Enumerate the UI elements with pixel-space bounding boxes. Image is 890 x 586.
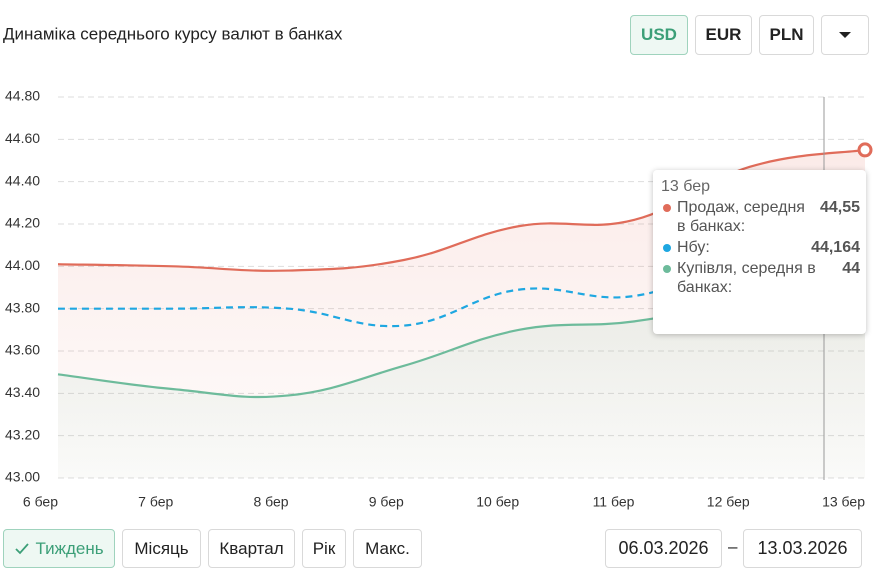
y-tick-label: 43.00 [5, 469, 40, 485]
period-button[interactable]: Квартал [208, 529, 295, 568]
x-tick-label: 13 бер [822, 494, 865, 510]
x-tick-label: 12 бер [707, 494, 750, 510]
y-tick-label: 43.80 [5, 299, 40, 315]
hover-marker [857, 142, 873, 158]
chart-title: Динаміка середнього курсу валют в банках [3, 24, 343, 43]
tooltip-dot [663, 265, 671, 273]
tooltip-title: 13 бер [661, 178, 711, 195]
period-button[interactable]: Рік [302, 529, 346, 568]
x-tick-label: 8 бер [253, 494, 288, 510]
tooltip-label: Купівля, середня в банках: [677, 260, 816, 296]
x-tick-label: 10 бер [476, 494, 519, 510]
y-tick-label: 44.40 [5, 172, 40, 188]
tooltip-label: Продаж, середня в банках: [677, 199, 805, 235]
period-button[interactable]: Місяць [122, 529, 201, 568]
x-tick-label: 11 бер [593, 494, 635, 510]
tooltip-dot [663, 204, 671, 212]
y-tick-label: 43.20 [5, 426, 40, 442]
y-tick-label: 44.80 [5, 88, 40, 104]
y-tick-label: 44.00 [5, 257, 40, 273]
date-to-input[interactable]: 13.03.2026 [743, 529, 862, 568]
x-tick-label: 9 бер [369, 494, 404, 510]
x-tick-label: 7 бер [138, 494, 173, 510]
period-button[interactable]: Тиждень [3, 529, 115, 568]
currency-dropdown[interactable] [821, 15, 869, 55]
tooltip-value: 44,164 [811, 239, 860, 256]
date-from-input[interactable]: 06.03.2026 [605, 529, 722, 568]
y-tick-label: 44.20 [5, 215, 40, 231]
y-tick-label: 43.60 [5, 342, 40, 358]
check-icon [15, 542, 30, 554]
currency-button[interactable]: USD [630, 15, 688, 55]
tooltip-value: 44 [842, 260, 860, 277]
date-separator: – [728, 537, 738, 556]
caret-icon [839, 32, 851, 38]
x-tick-label: 6 бер [23, 494, 58, 510]
currency-button[interactable]: PLN [759, 15, 814, 55]
period-button[interactable]: Макс. [353, 529, 422, 568]
tooltip: 13 бер Продаж, середня в банках: 44,55 Нб… [653, 170, 866, 334]
period-label: Тиждень [35, 538, 104, 558]
y-tick-label: 44.60 [5, 130, 40, 146]
currency-button[interactable]: EUR [695, 15, 752, 55]
tooltip-value: 44,55 [819, 199, 860, 216]
y-tick-label: 43.40 [5, 384, 40, 400]
tooltip-dot [663, 244, 671, 252]
tooltip-label: Нбу: [677, 239, 710, 256]
